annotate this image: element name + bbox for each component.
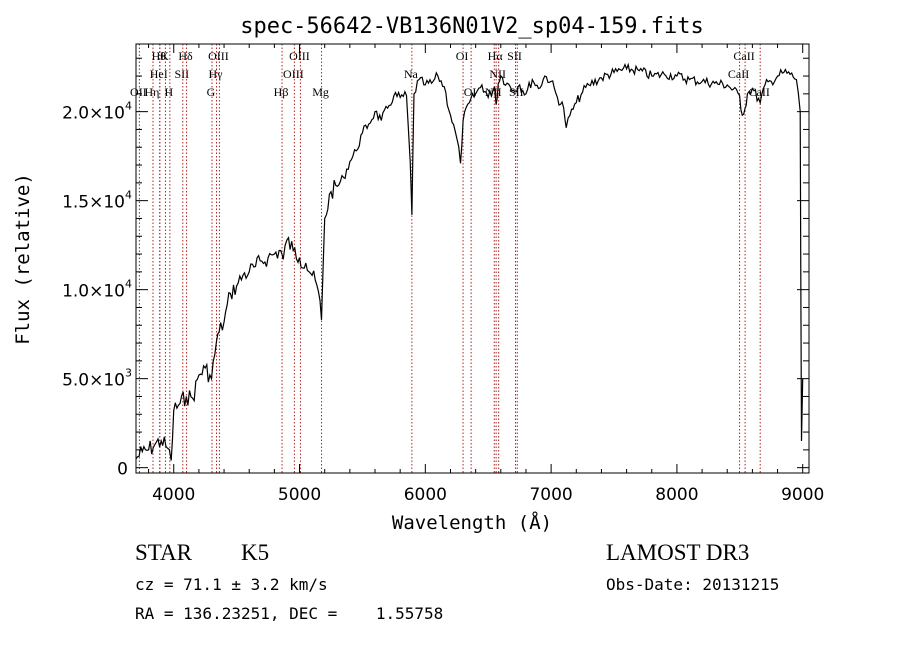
chart-title: spec-56642-VB136N01V2_sp04-159.fits — [240, 14, 704, 39]
line-label-10: OIII — [208, 49, 229, 63]
x-tick-label-4: 8000 — [655, 485, 698, 505]
line-label-3: HeI — [150, 67, 168, 81]
line-label-7: Hδ — [178, 49, 193, 63]
x-tick-label-0: 4000 — [152, 485, 195, 505]
x-tick-label-1: 5000 — [278, 485, 321, 505]
line-label-4: K — [160, 49, 169, 63]
spectrum-series-line — [135, 62, 804, 461]
object-subclass: K5 — [241, 540, 269, 565]
line-label-20: NII — [489, 67, 506, 81]
y-axis: 0 5.0×103 1.0×104 1.5×104 2.0×104 — [62, 57, 809, 480]
line-label-23: CaII — [728, 67, 749, 81]
spectral-line-markers: OIIHηHθHeIKHSIIHδGHγOIIIHβOIIIOIIIMgNaOI… — [130, 44, 770, 473]
x-tick-label-5: 9000 — [781, 485, 824, 505]
line-label-9: Hγ — [209, 67, 224, 81]
y-axis-label: Flux (relative) — [12, 173, 34, 345]
line-label-8: G — [207, 85, 216, 99]
y-tick-label-0: 0 — [117, 460, 128, 480]
line-label-21: SII — [507, 49, 522, 63]
line-label-12: OIII — [283, 67, 304, 81]
line-label-5: H — [165, 85, 174, 99]
line-label-16: OI — [456, 49, 469, 63]
line-label-14: Mg — [312, 85, 329, 99]
x-axis-label: Wavelength (Å) — [392, 511, 552, 534]
ra-dec: RA = 136.23251, DEC = 1.55758 — [135, 604, 443, 623]
object-class: STAR — [135, 540, 193, 565]
line-label-24: CaII — [733, 49, 754, 63]
x-axis: 4000 5000 6000 7000 8000 9000 — [148, 44, 824, 505]
line-label-6: SII — [174, 67, 189, 81]
obs-date: Obs-Date: 20131215 — [606, 575, 779, 594]
y-tick-label-2: 1.0×104 — [62, 278, 132, 302]
survey-name: LAMOST DR3 — [606, 540, 749, 565]
y-tick-label-3: 1.5×104 — [62, 189, 132, 213]
line-label-13: OIII — [289, 49, 310, 63]
line-label-2: Hθ — [152, 49, 167, 63]
line-label-25: CaII — [749, 85, 770, 99]
x-tick-label-3: 7000 — [529, 485, 572, 505]
redshift-cz: cz = 71.1 ± 3.2 km/s — [135, 575, 328, 594]
x-tick-label-2: 6000 — [404, 485, 447, 505]
y-tick-label-1: 5.0×103 — [62, 367, 132, 391]
line-label-15: Na — [404, 67, 419, 81]
y-tick-label-4: 2.0×104 — [62, 100, 132, 124]
line-label-0: OII — [130, 85, 147, 99]
line-label-19: Hα — [488, 49, 504, 63]
plot-frame — [135, 43, 810, 474]
line-label-11: Hβ — [274, 85, 289, 99]
line-label-1: Hη — [145, 85, 160, 99]
